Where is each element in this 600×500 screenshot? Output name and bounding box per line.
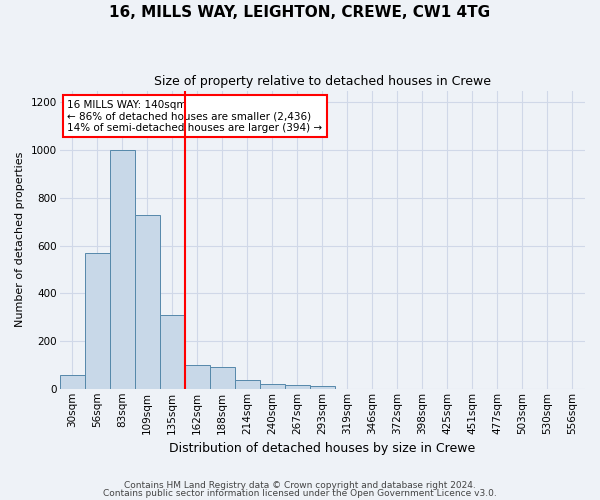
Text: Contains public sector information licensed under the Open Government Licence v3: Contains public sector information licen… (103, 488, 497, 498)
Text: 16, MILLS WAY, LEIGHTON, CREWE, CW1 4TG: 16, MILLS WAY, LEIGHTON, CREWE, CW1 4TG (109, 5, 491, 20)
Bar (285, 385, 310, 389)
X-axis label: Distribution of detached houses by size in Crewe: Distribution of detached houses by size … (169, 442, 475, 455)
Bar (110, 150, 134, 389)
Bar (210, 368, 235, 389)
Bar (160, 315, 185, 389)
Text: 16 MILLS WAY: 140sqm
← 86% of detached houses are smaller (2,436)
14% of semi-de: 16 MILLS WAY: 140sqm ← 86% of detached h… (67, 100, 323, 132)
Bar (185, 365, 210, 389)
Title: Size of property relative to detached houses in Crewe: Size of property relative to detached ho… (154, 75, 491, 88)
Y-axis label: Number of detached properties: Number of detached properties (15, 152, 25, 328)
Bar (85, 253, 110, 389)
Text: Contains HM Land Registry data © Crown copyright and database right 2024.: Contains HM Land Registry data © Crown c… (124, 481, 476, 490)
Bar (260, 384, 285, 389)
Bar (235, 380, 260, 389)
Bar (134, 214, 160, 389)
Bar (59, 375, 85, 389)
Bar (310, 386, 335, 389)
